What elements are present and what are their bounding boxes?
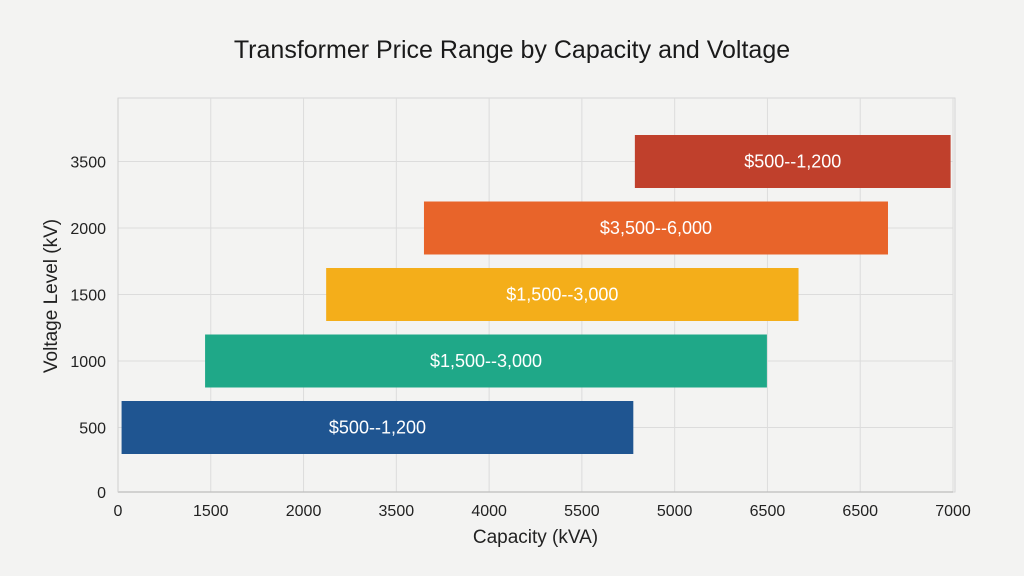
bar-label: $1,500--3,000	[506, 285, 618, 305]
x-tick-label: 5000	[657, 503, 693, 520]
x-tick-label: 0	[114, 503, 123, 520]
bar-500	[121, 401, 634, 454]
y-tick-label: 500	[79, 421, 106, 438]
y-tick-label: 1000	[70, 354, 106, 371]
y-tick-label: 1500	[70, 288, 106, 305]
y-tick-label: 0	[97, 485, 106, 502]
bar-label: $500--1,200	[744, 152, 841, 172]
x-tick-label: 2000	[286, 503, 322, 520]
y-axis-label: Voltage Level (kV)	[41, 219, 62, 373]
bar-1500	[326, 268, 799, 321]
bar-2000	[423, 201, 888, 255]
bar-label: $500--1,200	[329, 418, 426, 438]
x-tick-label: 1500	[193, 503, 229, 520]
x-axis-label: Capacity (kVA)	[473, 527, 598, 548]
x-tick-label: 3500	[379, 503, 415, 520]
bar-1000	[205, 334, 767, 388]
x-tick-label: 6500	[750, 503, 786, 520]
bar-label: $3,500--6,000	[600, 218, 712, 238]
x-tick-label: 7000	[935, 503, 971, 520]
bar-label: $1,500--3,000	[430, 351, 542, 371]
x-tick-label: 5500	[564, 503, 600, 520]
x-tick-label: 4000	[471, 503, 507, 520]
x-tick-label: 6500	[842, 503, 878, 520]
y-tick-label: 3500	[70, 155, 106, 172]
chart-title: Transformer Price Range by Capacity and …	[233, 36, 791, 64]
bar-3500	[634, 135, 951, 188]
y-tick-label: 2000	[70, 221, 106, 238]
